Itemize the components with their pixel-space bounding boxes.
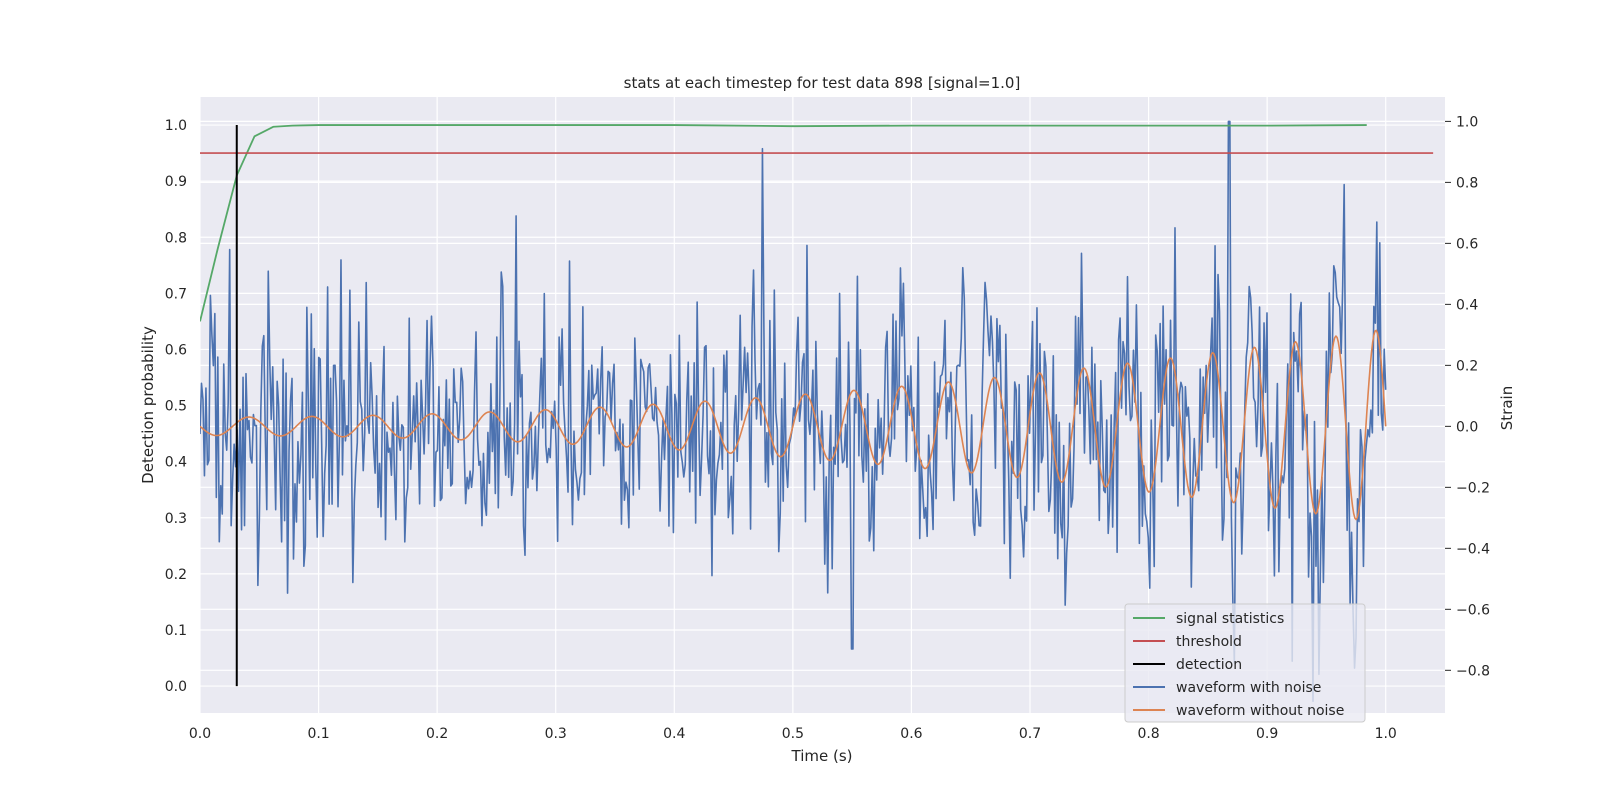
chart-title: stats at each timestep for test data 898… bbox=[624, 74, 1021, 92]
x-tick-label: 0.7 bbox=[1019, 726, 1041, 742]
y-right-tick-label: 0.0 bbox=[1456, 419, 1478, 435]
waveform-without-noise-line bbox=[200, 329, 1387, 521]
y-right-tick-label: −0.6 bbox=[1456, 602, 1490, 618]
x-tick-label: 1.0 bbox=[1375, 726, 1397, 742]
y-left-tick-label: 0.8 bbox=[165, 230, 187, 246]
x-tick-label: 0.9 bbox=[1256, 726, 1278, 742]
y-right-tick-label: −0.2 bbox=[1456, 480, 1490, 496]
plot-area bbox=[200, 120, 1434, 703]
y-right-tick-label: −0.8 bbox=[1456, 663, 1490, 679]
y-left-tick-label: 0.7 bbox=[165, 286, 187, 302]
legend-label: waveform without noise bbox=[1176, 703, 1344, 719]
signal-statistics-line bbox=[200, 124, 1367, 322]
x-tick-label: 0.6 bbox=[900, 726, 922, 742]
x-tick-label: 0.4 bbox=[663, 726, 685, 742]
y-left-tick-label: 0.3 bbox=[165, 511, 187, 527]
x-axis-label: Time (s) bbox=[791, 747, 853, 765]
legend: signal statistics threshold detection wavef… bbox=[1124, 603, 1366, 723]
x-tick-label: 0.5 bbox=[782, 726, 804, 742]
y-left-tick-label: 0.0 bbox=[165, 679, 187, 695]
x-axis-ticks: 0.0 0.1 0.2 0.3 0.4 0.5 0.6 0.7 0.8 0.9 1.0 bbox=[189, 726, 1397, 742]
x-tick-label: 0.1 bbox=[307, 726, 329, 742]
y-right-tick-label: 1.0 bbox=[1456, 114, 1478, 130]
legend-label: detection bbox=[1176, 657, 1242, 673]
y-right-tick-label: 0.6 bbox=[1456, 236, 1478, 252]
y-right-tick-label: −0.4 bbox=[1456, 541, 1490, 557]
x-tick-label: 0.3 bbox=[545, 726, 567, 742]
y-left-tick-label: 0.9 bbox=[165, 174, 187, 190]
x-tick-label: 0.2 bbox=[426, 726, 448, 742]
legend-label: waveform with noise bbox=[1176, 680, 1321, 696]
y-left-axis-ticks: 0.0 0.1 0.2 0.3 0.4 0.5 0.6 0.7 0.8 0.9 1.0 bbox=[165, 118, 187, 695]
series-layer bbox=[200, 120, 1434, 703]
y-right-tick-label: 0.4 bbox=[1456, 297, 1478, 313]
x-tick-label: 0.0 bbox=[189, 726, 211, 742]
y-left-tick-label: 0.5 bbox=[165, 399, 187, 415]
y-right-axis-label: Strain bbox=[1498, 386, 1516, 430]
legend-label: signal statistics bbox=[1176, 611, 1284, 627]
x-tick-label: 0.8 bbox=[1137, 726, 1159, 742]
y-left-tick-label: 0.4 bbox=[165, 455, 187, 471]
y-right-tick-label: 0.2 bbox=[1456, 358, 1478, 374]
y-left-tick-label: 0.2 bbox=[165, 567, 187, 583]
y-left-tick-label: 1.0 bbox=[165, 118, 187, 134]
y-left-axis-label: Detection probability bbox=[139, 326, 157, 484]
y-left-tick-label: 0.6 bbox=[165, 342, 187, 358]
legend-label: threshold bbox=[1176, 634, 1242, 650]
y-right-axis-ticks: −0.8 −0.6 −0.4 −0.2 0.0 0.2 0.4 0.6 0.8 1.0 bbox=[1445, 114, 1490, 679]
y-right-tick-label: 0.8 bbox=[1456, 175, 1478, 191]
waveform-with-noise-line bbox=[200, 120, 1387, 703]
legend-box bbox=[1124, 603, 1366, 723]
y-left-tick-label: 0.1 bbox=[165, 623, 187, 639]
